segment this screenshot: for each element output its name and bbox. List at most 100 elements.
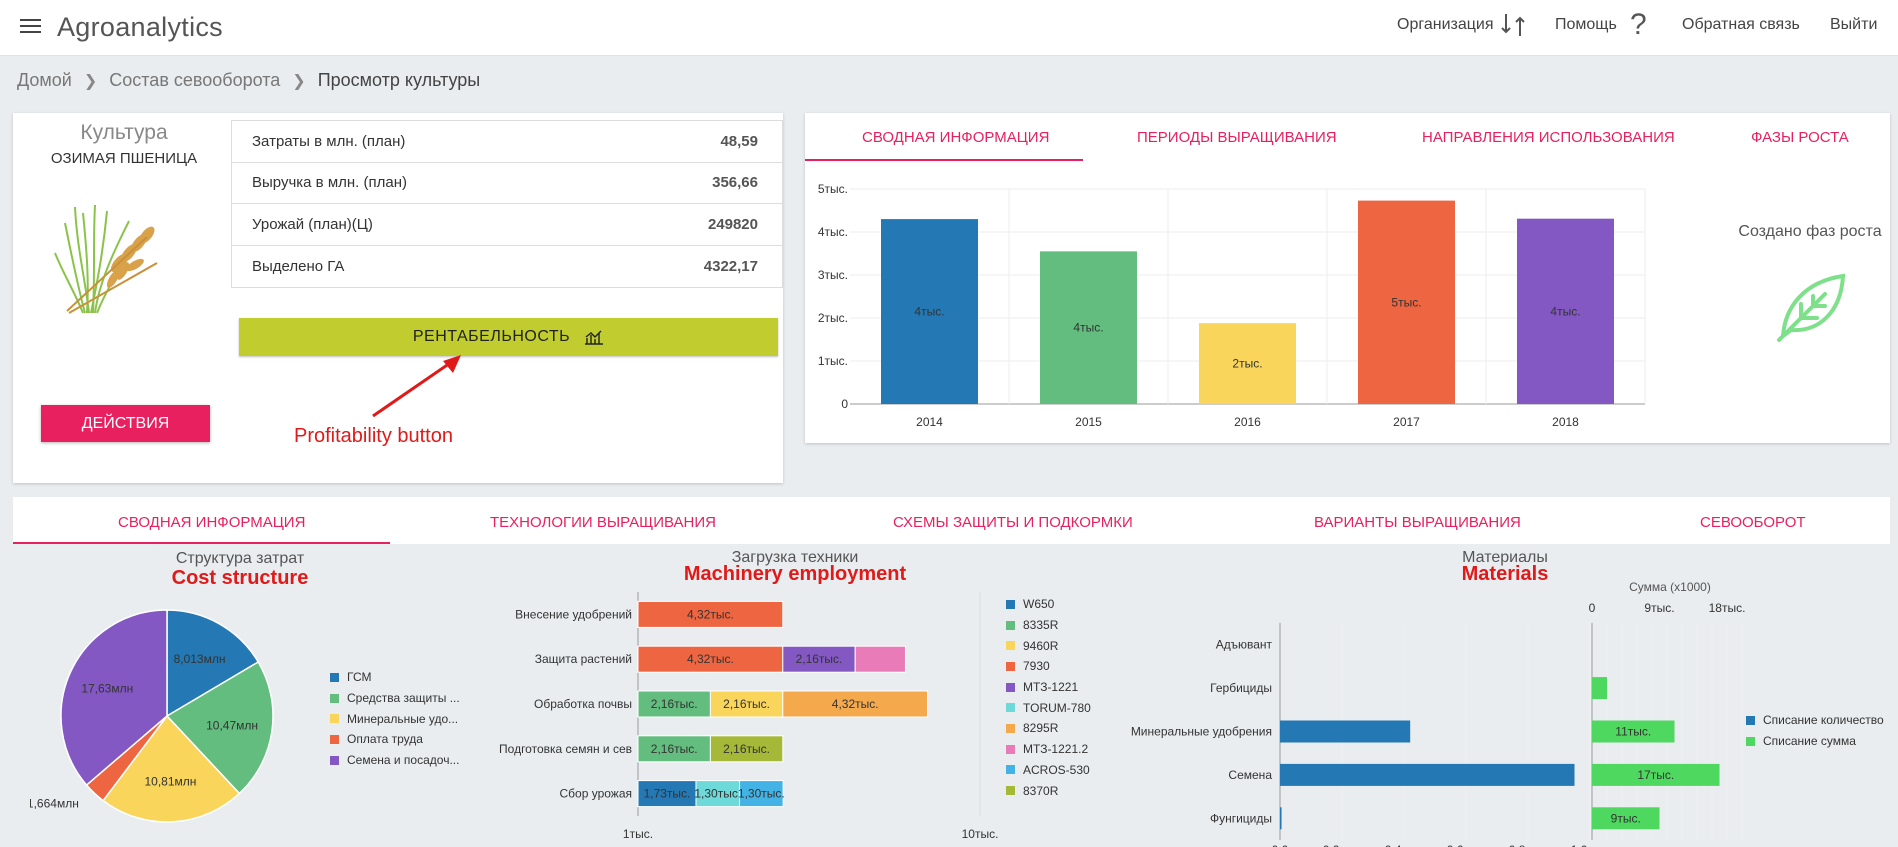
bar-segment (637, 735, 711, 763)
tab-growing-periods[interactable]: ПЕРИОДЫ ВЫРАЩИВАНИЯ (1137, 129, 1337, 146)
stat-value: 48,59 (720, 132, 758, 150)
materials-legend-item[interactable]: Списание сумма (1746, 731, 1884, 752)
machinery-legend-item[interactable]: 7930 (1006, 656, 1091, 677)
bar-data-label: 4тыс. (1073, 321, 1103, 335)
crop-name: ОЗИМАЯ ПШЕНИЦА (50, 150, 198, 167)
logout-link[interactable]: Выйти (1830, 16, 1878, 33)
cost-legend-item[interactable]: Минеральные удо... (330, 708, 460, 729)
machinery-legend-item[interactable]: 8295R (1006, 718, 1091, 739)
tab-usage-directions[interactable]: НАПРАВЛЕНИЯ ИСПОЛЬЗОВАНИЯ (1422, 129, 1675, 146)
bar-data-label: 9тыс. (1611, 811, 1641, 825)
legend-swatch (1746, 715, 1755, 725)
organization-link[interactable]: Организация (1397, 16, 1494, 33)
pie-slice (166, 609, 260, 718)
switch-organization-icon[interactable] (1500, 10, 1528, 47)
stat-label: Урожай (план)(Ц) (252, 215, 373, 233)
cost-legend-item[interactable]: Оплата труда (330, 729, 460, 750)
legend-swatch (330, 755, 339, 765)
x-tick-label: 1тыс. (623, 827, 653, 841)
category-label: Минеральные удобрения (1131, 725, 1272, 739)
annotation-cost: Cost structure (171, 567, 309, 589)
x-tick-label: 0,8млн (1509, 843, 1548, 847)
materials-legend-item[interactable]: Списание количество (1746, 710, 1884, 731)
legend-label: 8335R (1023, 618, 1059, 633)
y-tick-label: 1тыс. (818, 354, 848, 368)
pie-data-label: 10,47млн (206, 718, 258, 732)
legend-swatch (1006, 620, 1015, 630)
tab-crop-rotation[interactable]: СЕВООБОРОТ (1700, 514, 1806, 531)
cost-structure-title: Структура затрат (175, 550, 305, 567)
segment-data-label: 1,73тыс. (644, 787, 691, 801)
segment-data-label: 1,30тыс. (694, 787, 741, 801)
cost-legend-item[interactable]: Средства защиты ... (330, 688, 460, 709)
legend-swatch (1006, 661, 1015, 671)
cost-legend-item[interactable]: ГСМ (330, 667, 460, 688)
x-tick-label: 9тыс. (1644, 601, 1674, 615)
cost-legend-item[interactable]: Семена и посадоч... (330, 750, 460, 771)
machinery-legend-item[interactable]: W650 (1006, 594, 1091, 615)
machinery-legend: W650 8335R 9460R 7930 МТЗ-1221 TORUM-780 8295R… (1006, 594, 1091, 801)
bar-quantity (1280, 763, 1575, 786)
machinery-legend-item[interactable]: МТЗ-1221.2 (1006, 739, 1091, 760)
bar-sum (1592, 720, 1675, 743)
growth-phases-text: Создано фаз роста (1738, 223, 1882, 240)
tab-growth-phases[interactable]: ФАЗЫ РОСТА (1751, 129, 1849, 146)
feedback-link[interactable]: Обратная связь (1682, 16, 1800, 33)
segment-data-label: 4,32тыс. (832, 697, 879, 711)
category-label: Внесение удобрений (515, 607, 632, 621)
stat-row-yield: Урожай (план)(Ц) 249820 (232, 204, 782, 246)
legend-label: 8370R (1023, 783, 1059, 798)
tab-technologies[interactable]: ТЕХНОЛОГИИ ВЫРАЩИВАНИЯ (490, 514, 716, 531)
crop-title: Культура (80, 121, 168, 144)
machinery-legend-item[interactable]: 8370R (1006, 780, 1091, 801)
profitability-button[interactable]: РЕНТАБЕЛЬНОСТЬ (239, 318, 778, 356)
materials-legend: Списание количество Списание сумма (1746, 710, 1884, 751)
bar-data-label: 4тыс. (1550, 304, 1580, 318)
legend-swatch (330, 672, 339, 682)
tab-bottom-summary[interactable]: СВОДНАЯ ИНФОРМАЦИЯ (118, 514, 306, 531)
help-icon[interactable]: ? (1630, 8, 1647, 41)
breadcrumb-home[interactable]: Домой (17, 70, 72, 90)
machinery-legend-item[interactable]: TORUM-780 (1006, 697, 1091, 718)
y-tick-label: 5тыс. (818, 182, 848, 196)
bar (1040, 251, 1137, 404)
bar-segment (854, 645, 906, 673)
legend-label: Списание сумма (1763, 734, 1856, 749)
actions-button[interactable]: ДЕЙСТВИЯ (41, 405, 210, 442)
x-tick-label: 2017 (1393, 415, 1420, 429)
stat-label: Выделено ГА (252, 257, 345, 275)
chevron-right-icon: ❯ (83, 73, 98, 90)
legend-label: Минеральные удо... (347, 711, 459, 726)
bar-sum (1592, 807, 1660, 830)
machinery-legend-item[interactable]: МТЗ-1221 (1006, 677, 1091, 698)
segment-data-label: 4,32тыс. (687, 652, 734, 666)
legend-swatch (1006, 599, 1015, 609)
stat-label: Затраты в млн. (план) (252, 132, 406, 150)
x-tick-label: 10тыс. (962, 827, 999, 841)
menu-icon[interactable] (20, 19, 41, 35)
bottom-tabs-bar: СВОДНАЯ ИНФОРМАЦИЯ ТЕХНОЛОГИИ ВЫРАЩИВАНИ… (13, 497, 1890, 544)
category-label: Защита растений (535, 652, 632, 666)
tab-protection-schemes[interactable]: СХЕМЫ ЗАЩИТЫ И ПОДКОРМКИ (893, 514, 1133, 531)
bar (1517, 218, 1614, 404)
breadcrumb-rotation[interactable]: Состав севооборота (109, 70, 281, 90)
machinery-legend-item[interactable]: 9460R (1006, 635, 1091, 656)
x-tick-label: 0 (1589, 601, 1596, 615)
chevron-right-icon: ❯ (292, 73, 306, 90)
legend-label: 7930 (1023, 659, 1050, 674)
x-tick-label: 0,4млн (1385, 843, 1424, 847)
tab-growing-variants[interactable]: ВАРИАНТЫ ВЫРАЩИВАНИЯ (1314, 514, 1521, 531)
y-tick-label: 3тыс. (818, 268, 848, 282)
machinery-legend-item[interactable]: 8335R (1006, 615, 1091, 636)
bar-quantity (1280, 807, 1282, 830)
legend-label: 8295R (1023, 721, 1059, 736)
pie-data-label: 1,664млн (30, 796, 79, 810)
legend-swatch (1006, 744, 1015, 754)
y-tick-label: 4тыс. (818, 225, 848, 239)
help-link[interactable]: Помощь (1555, 16, 1617, 33)
bar-segment (637, 600, 784, 628)
category-label: Сбор урожая (560, 787, 633, 801)
machinery-legend-item[interactable]: ACROS-530 (1006, 760, 1091, 781)
tab-summary[interactable]: СВОДНАЯ ИНФОРМАЦИЯ (862, 129, 1050, 146)
segment-data-label: 1,30тыс. (738, 787, 785, 801)
